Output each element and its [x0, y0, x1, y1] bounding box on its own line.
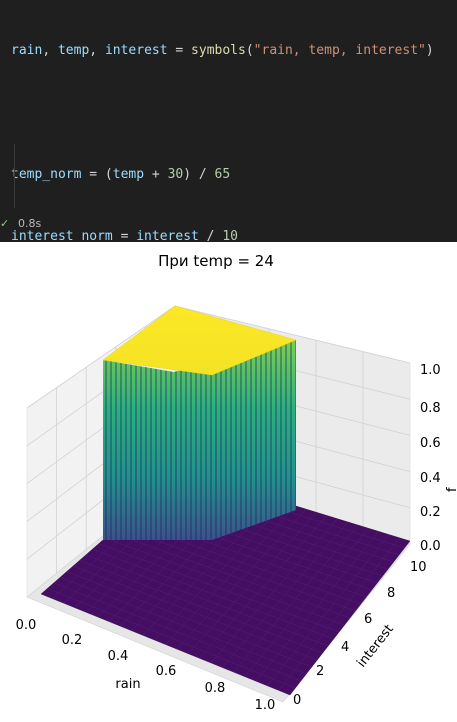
- y-tick-label: 6: [364, 612, 372, 627]
- y-tick-label: 2: [316, 664, 324, 679]
- cell-status: ✓ 0.8s: [0, 214, 457, 236]
- grid-line: [187, 512, 317, 654]
- code-line-2: [11, 103, 434, 124]
- code-line-3: temp_norm = (temp + 30) / 65: [11, 166, 231, 182]
- grid-line: [267, 534, 390, 686]
- grid-line: [221, 521, 349, 668]
- z-axis: 0.0 0.2 0.4 0.6 0.8 1.0 f: [420, 363, 457, 554]
- grid-line: [176, 509, 307, 650]
- top-surface: [102, 305, 297, 376]
- z-tick-label: 0.6: [420, 436, 441, 451]
- grid-line: [174, 305, 411, 364]
- x-tick-label: 1.0: [255, 698, 276, 713]
- plot-output: При temp = 24 0.0 0.2 0.4 0.6 0.8 1.0 ra…: [0, 242, 457, 718]
- step-wall-stripes: [103, 340, 296, 540]
- grid-line: [244, 528, 369, 677]
- grid-line: [210, 518, 338, 664]
- indent-guide: [14, 144, 15, 208]
- execution-time: 0.8s: [18, 217, 42, 230]
- x-axis: 0.0 0.2 0.4 0.6 0.8 1.0 rain: [16, 618, 276, 713]
- z-tick-label: 0.8: [420, 401, 441, 416]
- grid-line: [111, 532, 351, 619]
- y-tick-label: 4: [341, 640, 349, 655]
- grid-line: [255, 531, 380, 682]
- z-tick-label: 0.4: [420, 471, 441, 486]
- y-axis-label: interest: [354, 622, 397, 671]
- z-tick-label: 1.0: [420, 363, 441, 378]
- grid-line: [26, 305, 176, 409]
- check-icon: ✓: [0, 217, 10, 230]
- x-tick-label: 0.0: [16, 618, 37, 633]
- grid-line: [199, 515, 328, 659]
- surface-plot: При temp = 24 0.0 0.2 0.4 0.6 0.8 1.0 ra…: [16, 252, 457, 713]
- z-tick-label: 0.2: [420, 505, 441, 520]
- z-axis-label: f: [445, 487, 457, 492]
- z-tick-label: 0.0: [420, 539, 441, 554]
- plot-title: При temp = 24: [158, 252, 274, 270]
- x-tick-label: 0.6: [156, 664, 177, 679]
- x-tick-label: 0.2: [62, 633, 83, 648]
- y-tick-label: 0: [293, 693, 301, 708]
- y-tick-label: 8: [387, 586, 395, 601]
- code-line-4: interest_norm = interest / 10: [11, 228, 238, 244]
- grid-line: [233, 524, 359, 673]
- grid-line: [117, 526, 356, 612]
- code-line-1: rain, temp, interest = symbols("rain, te…: [11, 43, 434, 59]
- code-cell[interactable]: rain, temp, interest = symbols("rain, te…: [0, 0, 457, 676]
- x-tick-label: 0.8: [205, 681, 226, 696]
- grid-line: [278, 537, 400, 691]
- y-tick-label: 10: [410, 560, 427, 575]
- x-tick-label: 0.4: [108, 649, 129, 664]
- x-axis-label: rain: [115, 677, 140, 692]
